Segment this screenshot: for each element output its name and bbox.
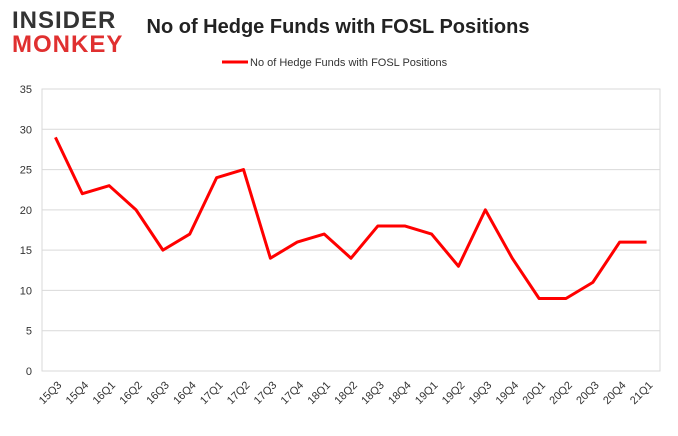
chart-title: No of Hedge Funds with FOSL Positions <box>147 16 530 38</box>
x-tick-label: 17Q3 <box>252 379 280 407</box>
y-tick-label: 15 <box>20 245 32 257</box>
x-tick-label: 20Q3 <box>574 379 602 407</box>
y-tick-label: 30 <box>20 124 32 136</box>
x-tick-label: 20Q1 <box>521 379 549 407</box>
logo-line2: MONKEY <box>12 31 123 58</box>
x-tick-label: 20Q2 <box>547 379 575 407</box>
x-tick-label: 21Q1 <box>628 379 656 407</box>
y-tick-label: 25 <box>20 165 32 177</box>
x-tick-label: 18Q2 <box>332 379 360 407</box>
data-line <box>54 136 647 300</box>
x-tick-label: 18Q1 <box>306 379 334 407</box>
y-tick-label: 10 <box>20 285 32 297</box>
logo-line1: INSIDER <box>12 7 116 34</box>
x-tick-label: 17Q1 <box>198 379 226 407</box>
y-tick-label: 35 <box>20 84 32 96</box>
x-tick-label: 15Q4 <box>64 379 92 407</box>
x-tick-label: 19Q3 <box>467 379 495 407</box>
y-tick-label: 20 <box>20 205 32 217</box>
x-tick-label: 16Q1 <box>91 379 119 407</box>
x-tick-label: 19Q2 <box>440 379 468 407</box>
x-tick-label: 17Q2 <box>225 379 253 407</box>
x-tick-label: 19Q1 <box>413 379 441 407</box>
x-tick-label: 16Q2 <box>117 379 145 407</box>
x-tick-label: 19Q4 <box>494 379 522 407</box>
legend-label: No of Hedge Funds with FOSL Positions <box>250 57 448 69</box>
x-tick-label: 17Q4 <box>279 379 307 407</box>
x-tick-label: 20Q4 <box>601 379 629 407</box>
plot-border <box>41 88 661 372</box>
x-tick-label: 18Q3 <box>359 379 387 407</box>
y-tick-label: 0 <box>26 366 32 378</box>
x-tick-label: 18Q4 <box>386 379 414 407</box>
x-tick-label: 16Q4 <box>171 379 199 407</box>
x-tick-label: 16Q3 <box>144 379 172 407</box>
x-tick-label: 15Q3 <box>37 379 65 407</box>
y-tick-label: 5 <box>26 326 32 338</box>
